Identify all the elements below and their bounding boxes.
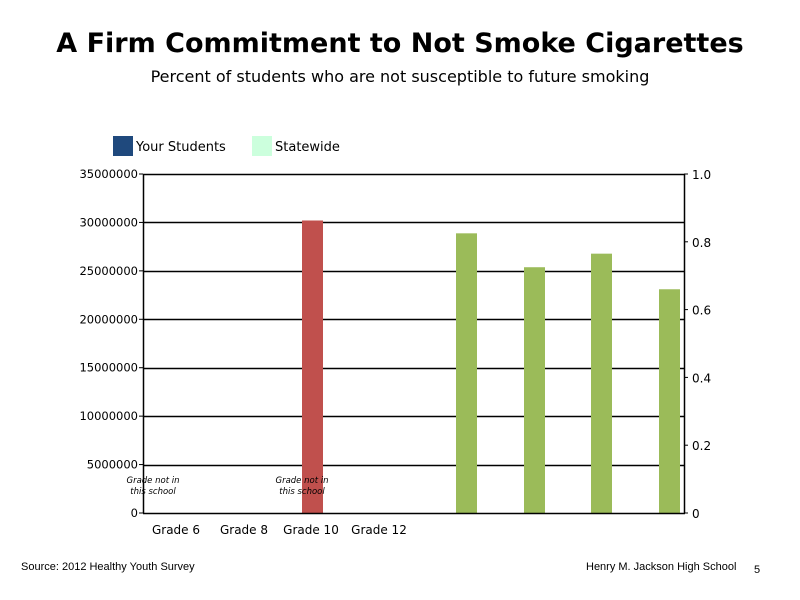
legend-swatch [252, 136, 272, 156]
left-tick-label: 25000000 [79, 264, 138, 278]
left-tick-label: 0 [131, 506, 138, 520]
category-labels: Grade 6 Grade 8 Grade 10 Grade 12 [152, 523, 407, 537]
left-tick-label: 20000000 [79, 312, 138, 326]
annotation-line: Grade not in [276, 476, 329, 486]
page-number: 5 [754, 564, 761, 576]
category-label: Grade 12 [351, 523, 407, 537]
legend-label: Your Students [135, 140, 226, 155]
axes [142, 174, 686, 515]
right-tick-label: 0.2 [692, 439, 711, 453]
right-tick-label: 1.0 [692, 168, 711, 182]
annotation-line: Grade not in [127, 476, 180, 486]
legend-swatch [113, 136, 133, 156]
right-axis-ticks: 0 0.2 0.4 0.6 0.8 1.0 [684, 168, 711, 521]
bars [302, 220, 680, 514]
category-label: Grade 8 [220, 523, 268, 537]
left-tick-label: 30000000 [79, 215, 138, 229]
annotation-line: this school [279, 487, 325, 497]
right-tick-label: 0.4 [692, 371, 711, 385]
bar [591, 253, 612, 514]
source-note: Source: 2012 Healthy Youth Survey [21, 561, 195, 573]
right-tick-label: 0.8 [692, 236, 711, 250]
bar [524, 267, 545, 513]
left-tick-label: 35000000 [79, 167, 138, 181]
bar [456, 233, 477, 513]
legend-label: Statewide [275, 140, 340, 155]
school-name: Henry M. Jackson High School [586, 561, 737, 573]
bar [302, 220, 323, 513]
left-axis-ticks: 0 5000000 10000000 15000000 20000000 25000000… [79, 167, 143, 520]
slide-subtitle: Percent of students who are not suscepti… [150, 67, 650, 86]
left-tick-label: 5000000 [87, 458, 138, 472]
bar [659, 289, 680, 513]
slide-title: A Firm Commitment to Not Smoke Cigarette… [56, 28, 744, 59]
left-tick-label: 15000000 [79, 361, 138, 375]
annotation-line: this school [130, 487, 176, 497]
category-label: Grade 10 [283, 523, 339, 537]
right-tick-label: 0 [692, 507, 700, 521]
right-tick-label: 0.6 [692, 304, 711, 318]
left-tick-label: 10000000 [79, 409, 138, 423]
legend: Your Students Statewide [113, 136, 340, 156]
category-label: Grade 6 [152, 523, 200, 537]
